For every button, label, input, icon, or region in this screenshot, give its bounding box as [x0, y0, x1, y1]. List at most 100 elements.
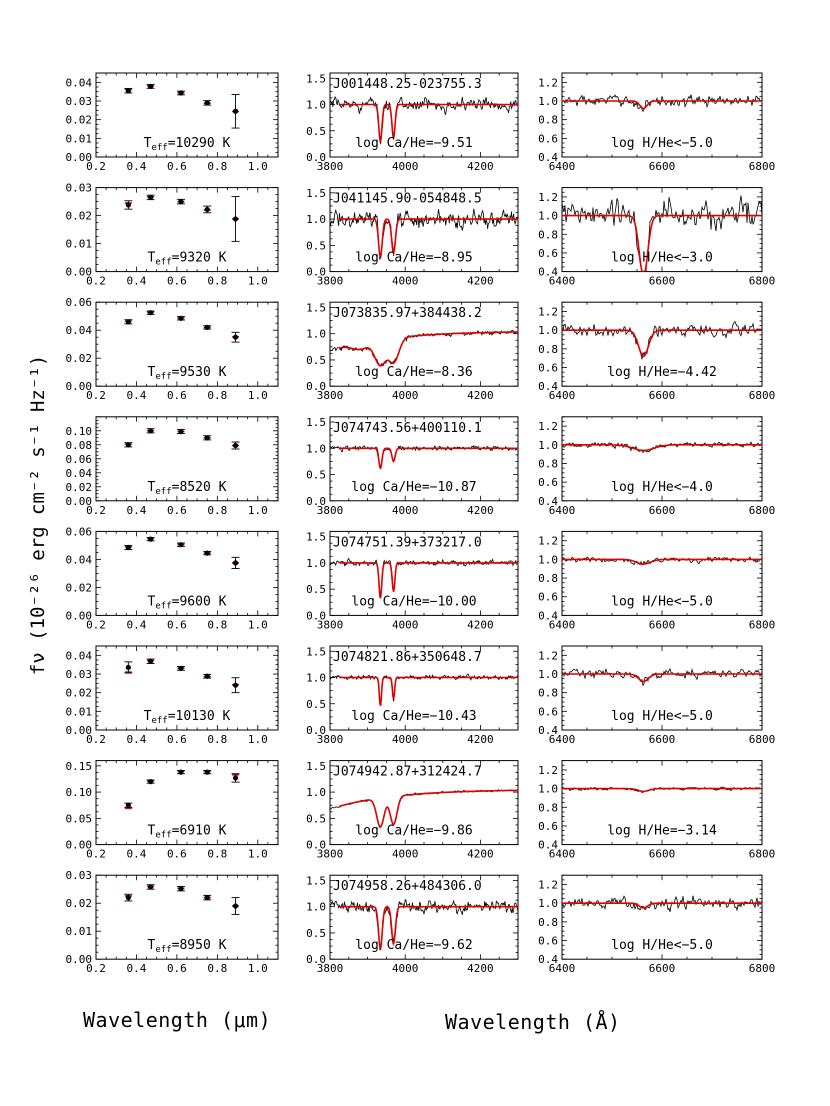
data-point [232, 334, 239, 340]
y-tick-label: 0.4 [538, 839, 558, 852]
x-tick-label: 6600 [649, 389, 676, 402]
y-tick-label: 1.0 [538, 439, 558, 452]
y-tick-label: 1.5 [306, 416, 326, 429]
x-tick-label: 6400 [549, 848, 576, 861]
data-point [232, 442, 239, 449]
x-tick-label: 6600 [649, 848, 676, 861]
y-tick-label: 1.2 [538, 764, 558, 777]
x-tick-label: 6800 [749, 618, 776, 631]
abundance-annotation: log H/He<−4.0 [611, 480, 713, 495]
y-tick-label: 1.0 [306, 328, 326, 341]
panel-photometry-row2: 0.2 0.4 0.6 0.8 1.0 0.00 0.01 0.02 0.03 Teff=9320… [66, 182, 279, 288]
x-tick-label: 0.4 [127, 618, 147, 631]
x-tick-label: 0.6 [167, 275, 187, 288]
data-point [148, 536, 154, 542]
object-name: J074751.39+373217.0 [333, 535, 482, 550]
x-tick-label: 0.8 [207, 962, 227, 975]
abundance-annotation: log Ca/He=−9.62 [355, 938, 472, 953]
abundance-annotation: log Ca/He=−9.86 [355, 824, 472, 839]
y-tick-label: 0.4 [538, 953, 558, 966]
y-tick-label: 1.0 [306, 557, 326, 570]
y-tick-label: 1.2 [538, 306, 558, 319]
abundance-annotation: log H/He<−5.0 [611, 136, 713, 151]
panel-Halpha-row6: 6400 6600 6800 0.4 0.6 0.8 1.0 1.2 log H/He<−5.0 [538, 645, 775, 746]
data-point [125, 664, 131, 671]
x-tick-label: 1.0 [248, 618, 268, 631]
y-tick-label: 0.0 [306, 609, 326, 622]
x-tick-label: 1.0 [248, 733, 268, 746]
object-name: J073835.97+384438.2 [333, 306, 482, 321]
data-point [232, 775, 239, 781]
x-tick-label: 0.8 [207, 618, 227, 631]
x-tick-label: 0.8 [207, 848, 227, 861]
teff-annotation: Teff=8950 K [148, 938, 227, 955]
y-tick-label: 1.5 [306, 874, 326, 887]
x-tick-label: 0.4 [127, 160, 147, 173]
data-point [125, 442, 131, 448]
x-tick-label: 0.2 [86, 962, 106, 975]
y-tick-label: 1.5 [306, 531, 326, 544]
data-point [204, 895, 210, 901]
y-tick-label: 1.0 [538, 95, 558, 108]
observed-spectrum [562, 195, 762, 272]
y-tick-label: 1.5 [306, 301, 326, 314]
y-tick-label: 0.04 [66, 553, 93, 566]
y-tick-label: 0.03 [66, 668, 93, 681]
x-tick-label: 3800 [317, 848, 344, 861]
panel-photometry-row6: 0.2 0.4 0.6 0.8 1.0 0.00 0.01 0.02 0.03 0.04 Teff=… [66, 645, 279, 746]
observed-spectrum [562, 667, 762, 687]
x-tick-label: 1.0 [248, 504, 268, 517]
x-tick-label: 0.4 [127, 962, 147, 975]
data-point [125, 319, 131, 325]
observed-spectrum [562, 895, 762, 913]
y-tick-label: 0.08 [66, 439, 93, 452]
x-tick-label: 0.6 [167, 160, 187, 173]
teff-annotation: Teff=9600 K [148, 594, 227, 611]
y-tick-label: 0.6 [538, 591, 558, 604]
x-tick-label: 4000 [392, 848, 419, 861]
y-tick-label: 0.15 [66, 760, 93, 773]
x-tick-label: 1.0 [248, 848, 268, 861]
panel-Halpha-row7: 6400 6600 6800 0.4 0.6 0.8 1.0 1.2 log H/He=−3.1… [538, 760, 775, 861]
abundance-annotation: log Ca/He=−10.43 [351, 709, 476, 724]
model-spectrum [562, 100, 762, 110]
observed-spectrum [330, 899, 518, 951]
y-tick-label: 0.4 [538, 495, 558, 508]
y-tick-label: 0.6 [538, 362, 558, 375]
data-point [204, 673, 210, 679]
panel-CaK-row6: 3800 4000 4200 0.0 0.5 1.0 1.5 J074821.86+35064… [306, 645, 519, 746]
x-tick-label: 6400 [549, 275, 576, 288]
y-tick-label: 0.4 [538, 151, 558, 164]
x-tick-label: 4200 [467, 160, 494, 173]
y-tick-label: 1.5 [306, 72, 326, 85]
model-spectrum [562, 902, 762, 909]
y-tick-label: 0.03 [66, 95, 93, 108]
abundance-annotation: log H/He<−5.0 [611, 709, 713, 724]
x-tick-label: 0.6 [167, 618, 187, 631]
x-tick-label: 0.6 [167, 848, 187, 861]
x-tick-label: 0.4 [127, 504, 147, 517]
x-tick-label: 0.8 [207, 160, 227, 173]
x-tick-label: 6400 [549, 504, 576, 517]
y-tick-label: 1.2 [538, 191, 558, 204]
y-tick-label: 0.0 [306, 724, 326, 737]
x-tick-label: 6600 [649, 733, 676, 746]
y-tick-label: 0.06 [66, 453, 93, 466]
x-tick-label: 4200 [467, 504, 494, 517]
x-tick-label: 4200 [467, 389, 494, 402]
y-tick-label: 0.8 [538, 572, 558, 585]
teff-annotation: Teff=9320 K [148, 251, 227, 268]
data-point [178, 315, 184, 321]
x-tick-label: 0.6 [167, 733, 187, 746]
y-tick-label: 0.6 [538, 476, 558, 489]
x-tick-label: 4200 [467, 962, 494, 975]
y-tick-label: 0.04 [66, 76, 93, 89]
y-tick-label: 1.0 [538, 783, 558, 796]
data-point [232, 903, 239, 909]
y-tick-label: 1.0 [538, 897, 558, 910]
data-point [204, 206, 210, 213]
data-point [148, 779, 154, 785]
y-tick-label: 0.02 [66, 352, 93, 365]
x-tick-label: 4200 [467, 848, 494, 861]
y-tick-label: 0.00 [66, 151, 93, 164]
